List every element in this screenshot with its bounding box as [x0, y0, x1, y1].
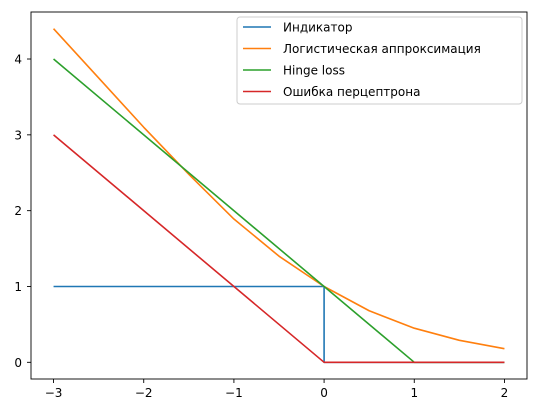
x-tick-label: −3	[45, 386, 63, 400]
series-lines	[52, 28, 505, 364]
axes: −3 −2 −1 0 1 2 0 1 2 3 4	[14, 11, 528, 400]
y-tick-label: 1	[14, 280, 22, 294]
x-tick-label: 0	[320, 386, 328, 400]
axes-frame	[30, 11, 528, 380]
legend-label: Логистическая аппроксимация	[283, 42, 481, 56]
legend-box	[236, 16, 523, 105]
series-line-1	[52, 28, 505, 350]
y-tick-label: 3	[14, 128, 22, 142]
y-tick-label: 0	[14, 356, 22, 370]
x-tick-label: −1	[225, 386, 243, 400]
x-tick-label: 1	[410, 386, 418, 400]
x-tick-label: 2	[501, 386, 509, 400]
x-tick-label: −2	[135, 386, 153, 400]
series-line-3	[53, 134, 505, 364]
legend-label: Ошибка перцептрона	[283, 85, 420, 99]
legend-label: Hinge loss	[283, 64, 345, 78]
y-tick-label: 2	[14, 204, 22, 218]
legend-label: Индикатор	[283, 21, 352, 35]
y-tick-label: 4	[14, 53, 22, 67]
legend: Индикатор Логистическая аппроксимация Hing…	[236, 16, 523, 105]
